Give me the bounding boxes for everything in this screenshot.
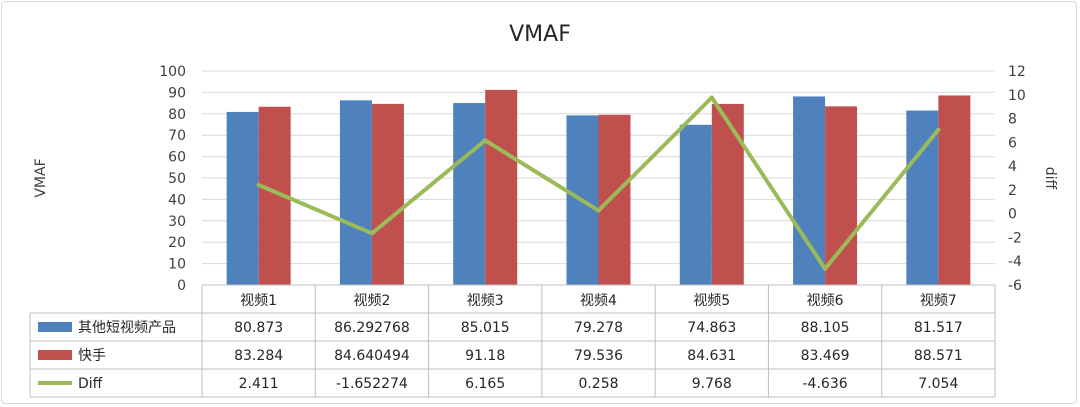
data-label: 6.165: [465, 376, 505, 392]
category-label: 视频2: [353, 293, 390, 309]
data-label: -4.636: [803, 376, 848, 392]
data-label: 7.054: [918, 376, 958, 392]
y2-tick-label: 10: [1008, 88, 1026, 104]
y-tick-label: 0: [177, 278, 186, 294]
y-tick-label: 90: [168, 85, 186, 101]
y-tick-label: 10: [168, 257, 186, 273]
category-label: 视频4: [580, 293, 617, 309]
data-label: 74.863: [687, 320, 736, 336]
diff-point: [256, 183, 261, 188]
legend-label: 其他短视频产品: [78, 320, 176, 336]
y-tick-label: 100: [159, 64, 186, 80]
y-tick-label: 40: [168, 192, 186, 208]
diff-point: [369, 231, 374, 236]
bar-kuaishou: [711, 103, 744, 285]
diff-point: [823, 266, 828, 271]
diff-point: [596, 208, 601, 213]
diff-point: [709, 95, 714, 100]
bar-other: [226, 111, 259, 285]
bar-other: [339, 100, 372, 286]
data-label: 81.517: [914, 320, 963, 336]
data-label: 84.631: [687, 348, 736, 364]
y-tick-label: 70: [168, 128, 186, 144]
y2-axis-label: diff: [1042, 167, 1058, 190]
bar-kuaishou: [598, 114, 631, 285]
bar-kuaishou: [371, 103, 404, 285]
y-tick-label: 80: [168, 107, 186, 123]
bars: [226, 89, 971, 286]
y2-tick-label: 2: [1008, 183, 1017, 199]
diff-line: [256, 95, 941, 271]
data-label: 79.536: [574, 348, 623, 364]
bar-other: [453, 103, 486, 285]
data-label: 85.015: [461, 320, 510, 336]
data-label: 83.284: [234, 348, 283, 364]
data-label: 88.105: [801, 320, 850, 336]
category-label: 视频7: [920, 293, 957, 309]
bar-other: [679, 124, 712, 285]
y-tick-label: 50: [168, 171, 186, 187]
category-label: 视频3: [467, 293, 504, 309]
data-label: -1.652274: [336, 376, 408, 392]
data-label: 84.640494: [334, 348, 410, 364]
y-tick-label: 30: [168, 214, 186, 230]
y2-tick-label: 4: [1008, 159, 1017, 175]
bar-kuaishou: [485, 89, 518, 285]
chart-title: VMAF: [509, 22, 571, 47]
legend-label: 快手: [78, 348, 106, 364]
diff-point: [936, 127, 941, 132]
data-table: 视频1 视频2 视频3 视频4 视频5 视频6 视频7 其他短视频产品 80.873 86.292…: [29, 284, 996, 398]
y2-tick-label: 8: [1008, 112, 1017, 128]
bar-other: [793, 96, 826, 286]
y2-tick-label: 0: [1008, 207, 1017, 223]
bar-other: [906, 110, 939, 285]
legend-swatch: [38, 350, 72, 360]
legend-label: Diff: [78, 376, 103, 392]
data-label: 2.411: [239, 376, 279, 392]
y2-tick-label: 12: [1008, 64, 1026, 80]
y2-tick-label: 6: [1008, 135, 1017, 151]
data-label: 0.258: [578, 376, 618, 392]
data-label: 86.292768: [334, 320, 410, 336]
data-label: 83.469: [801, 348, 850, 364]
category-label: 视频1: [240, 293, 277, 309]
y2-tick-label: -4: [1008, 254, 1022, 270]
data-label: 80.873: [234, 320, 283, 336]
y2-tick-label: -2: [1008, 230, 1022, 246]
data-label: 9.768: [692, 376, 732, 392]
y-tick-label: 20: [168, 235, 186, 251]
category-label: 视频6: [807, 293, 844, 309]
y-axis-label: VMAF: [33, 158, 49, 197]
category-label: 视频5: [693, 293, 730, 309]
tick-labels: 0 10 20 30 40 50 60 70 80 90 100 -6 -4 -2 0 2 4 6 8 10 12: [159, 64, 1026, 294]
y-tick-label: 60: [168, 150, 186, 166]
data-label: 88.571: [914, 348, 963, 364]
y2-tick-label: -6: [1008, 278, 1022, 294]
data-label: 79.278: [574, 320, 623, 336]
data-label: 91.18: [465, 348, 505, 364]
diff-point: [483, 138, 488, 143]
bar-kuaishou: [938, 95, 971, 285]
legend-swatch: [38, 322, 72, 332]
bar-kuaishou: [825, 106, 858, 285]
